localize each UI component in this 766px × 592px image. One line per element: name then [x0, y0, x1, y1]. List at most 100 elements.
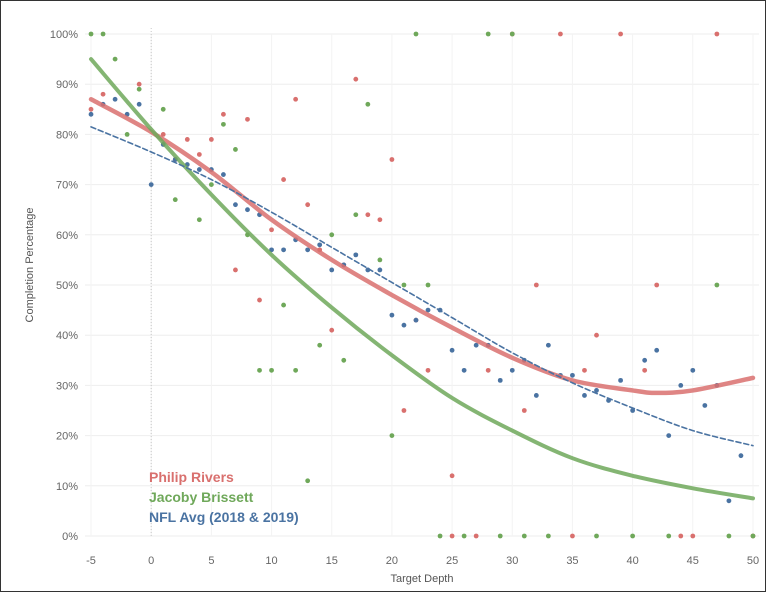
data-point-series-1: [582, 367, 587, 373]
data-point-series-1: [365, 212, 371, 218]
data-point-series-2: [136, 86, 142, 92]
data-point-series-3: [305, 247, 311, 253]
data-point-series-2: [100, 31, 106, 37]
data-point-series-1: [642, 367, 648, 373]
legend-entry-series-1: Philip Rivers: [149, 469, 234, 485]
data-point-series-3: [389, 312, 395, 318]
x-tick-label: 0: [148, 555, 154, 567]
data-point-series-1: [690, 533, 696, 539]
y-tick-label: 70%: [56, 180, 78, 192]
data-point-series-2: [208, 182, 214, 188]
y-tick-label: 80%: [56, 129, 78, 141]
data-point-series-1: [425, 367, 431, 373]
y-tick-label: 10%: [56, 481, 78, 493]
data-point-series-1: [449, 533, 455, 539]
data-point-series-1: [594, 332, 599, 338]
data-point-series-1: [401, 408, 407, 413]
y-axis-ticks: 0% 10% 20% 30% 40% 50% 60% 70% 80% 90% 100%: [50, 29, 78, 543]
data-point-series-1: [136, 81, 142, 87]
data-point-series-3: [582, 393, 587, 398]
data-point-series-3: [401, 322, 407, 328]
data-point-series-3: [148, 182, 154, 188]
data-point-series-3: [678, 383, 684, 388]
trend-line-series-2: [89, 57, 755, 501]
data-point-series-2: [353, 212, 359, 218]
y-axis-title: Completion Percentage: [24, 208, 36, 323]
data-point-series-2: [750, 533, 756, 539]
data-point-series-3: [196, 167, 202, 172]
data-point-series-2: [196, 217, 202, 223]
data-point-series-2: [365, 101, 371, 107]
x-tick-label: 25: [446, 555, 458, 567]
data-point-series-3: [317, 242, 323, 248]
y-tick-label: 90%: [56, 79, 78, 91]
data-point-series-2: [425, 282, 431, 288]
data-point-series-3: [738, 453, 744, 459]
x-tick-label: 20: [386, 555, 398, 567]
data-point-series-2: [413, 31, 419, 37]
data-point-series-1: [353, 76, 359, 82]
data-point-series-3: [545, 342, 551, 348]
data-point-series-3: [377, 267, 383, 273]
data-point-series-2: [630, 533, 636, 539]
data-point-series-1: [100, 91, 106, 97]
data-point-series-3: [245, 207, 250, 213]
data-point-series-3: [353, 252, 359, 258]
data-point-series-1: [485, 367, 491, 373]
data-point-series-3: [726, 498, 732, 504]
data-point-series-2: [377, 257, 383, 263]
data-point-series-3: [497, 377, 503, 383]
data-point-series-1: [269, 227, 274, 233]
data-point-series-1: [233, 267, 238, 273]
x-tick-label: 40: [627, 555, 639, 567]
data-point-series-2: [305, 478, 311, 484]
data-point-series-3: [570, 372, 575, 378]
y-tick-label: 40%: [56, 330, 78, 342]
trend-line-series-3: [90, 126, 754, 447]
x-tick-label: 45: [687, 555, 699, 567]
data-point-series-1: [329, 327, 335, 333]
data-point-series-1: [570, 533, 575, 539]
data-point-series-2: [317, 342, 323, 348]
y-tick-label: 100%: [50, 29, 78, 41]
trend-lines: [88, 57, 756, 501]
data-point-series-2: [485, 31, 491, 37]
data-point-series-3: [233, 202, 238, 208]
x-tick-label: 50: [747, 555, 759, 567]
data-point-series-1: [389, 157, 395, 162]
data-point-series-3: [702, 403, 708, 408]
legend: Philip Rivers Jacoby Brissett NFL Avg (201…: [149, 469, 299, 525]
y-tick-label: 50%: [56, 280, 78, 292]
data-point-series-1: [533, 282, 539, 288]
data-point-series-1: [558, 31, 563, 37]
data-point-series-1: [184, 137, 190, 142]
data-point-series-2: [437, 533, 443, 539]
data-point-series-1: [245, 116, 250, 122]
data-point-series-1: [293, 96, 299, 102]
data-point-series-1: [88, 106, 94, 112]
data-point-series-2: [257, 367, 262, 373]
data-point-series-1: [377, 217, 383, 223]
data-point-series-2: [124, 132, 130, 137]
data-point-series-2: [112, 56, 118, 62]
data-point-series-2: [281, 302, 286, 308]
data-point-series-3: [654, 347, 660, 353]
data-point-series-2: [88, 31, 94, 37]
x-tick-label: 5: [208, 555, 214, 567]
data-point-series-3: [449, 347, 455, 353]
y-tick-label: 30%: [56, 380, 78, 392]
data-point-series-3: [461, 367, 467, 373]
data-point-series-3: [509, 367, 515, 373]
data-point-series-3: [281, 247, 286, 253]
data-point-series-3: [473, 342, 479, 348]
x-tick-label: 35: [566, 555, 578, 567]
data-point-series-2: [233, 147, 238, 152]
data-point-series-3: [533, 393, 539, 398]
data-point-series-1: [449, 473, 455, 479]
data-point-series-1: [305, 202, 311, 208]
data-point-series-1: [281, 177, 286, 182]
data-point-series-2: [160, 106, 166, 112]
data-point-series-3: [413, 317, 419, 323]
